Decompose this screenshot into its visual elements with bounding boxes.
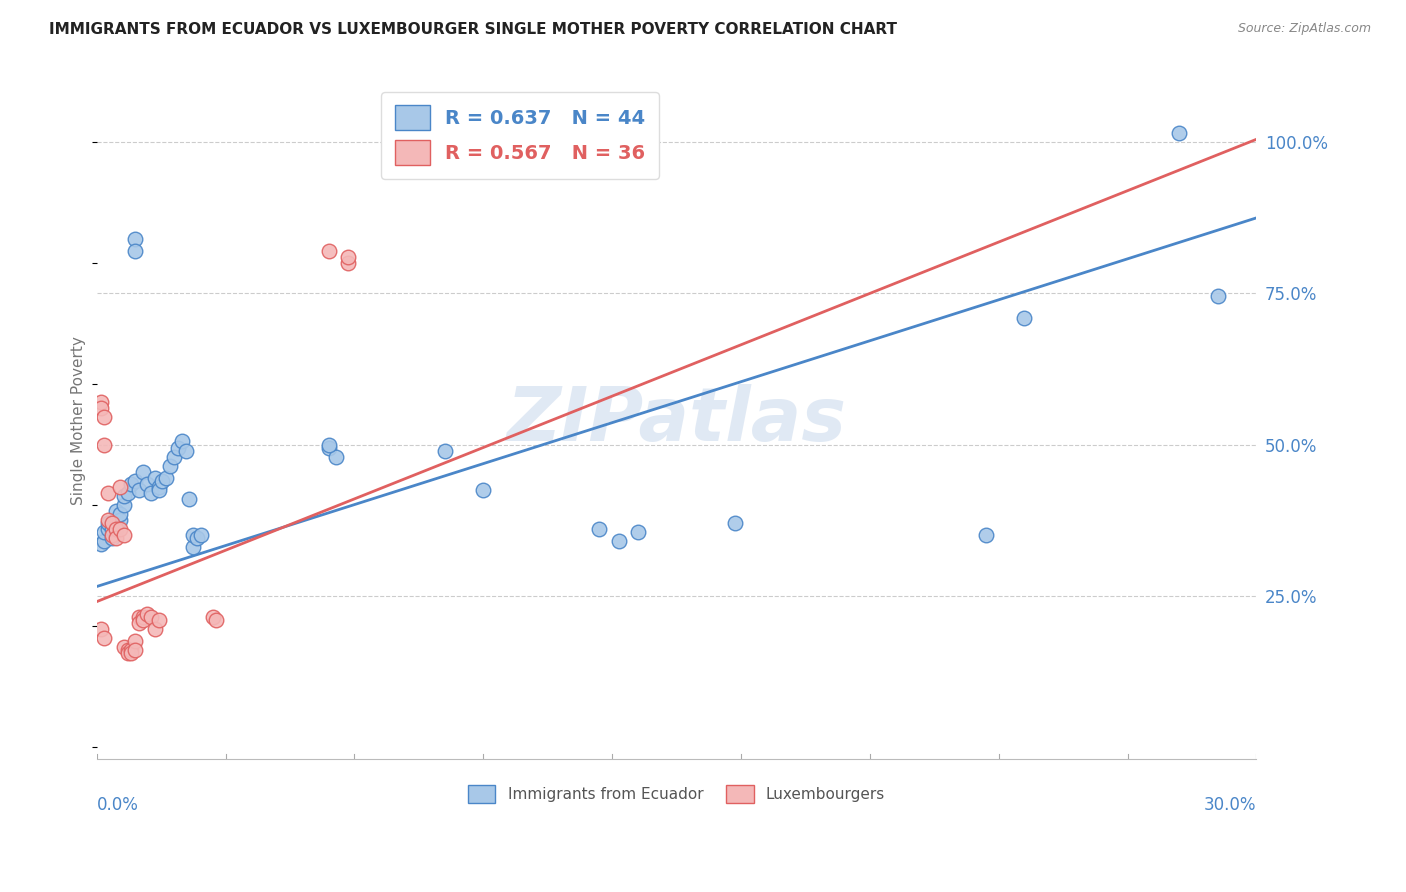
Point [120,476,142,491]
Point [974,528,997,542]
Point [148,613,170,627]
Text: ZIPatlas: ZIPatlas [506,384,846,457]
Point [179,491,201,506]
Point [190,528,212,542]
Point [318,437,340,451]
Point [89,401,111,416]
Point [318,441,340,455]
Point [124,634,146,648]
Point [143,622,166,636]
Point [163,450,186,464]
Point [1014,310,1036,325]
Point [155,471,177,485]
Point [181,528,204,542]
Point [108,507,131,521]
Point [174,443,197,458]
Point [112,640,135,654]
Point [186,531,208,545]
Point [124,643,146,657]
Point [117,646,139,660]
Text: IMMIGRANTS FROM ECUADOR VS LUXEMBOURGER SINGLE MOTHER POVERTY CORRELATION CHART: IMMIGRANTS FROM ECUADOR VS LUXEMBOURGER … [49,22,897,37]
Point [101,528,124,542]
Text: 0.0%: 0.0% [97,796,139,814]
Point [148,483,170,497]
Point [1206,289,1229,303]
Point [117,643,139,657]
Point [112,498,135,512]
Point [510,123,533,137]
Point [93,534,115,549]
Point [433,443,456,458]
Point [104,531,127,545]
Point [1168,126,1191,140]
Point [89,622,111,636]
Point [150,474,173,488]
Point [93,437,115,451]
Point [472,483,495,497]
Point [159,458,181,473]
Point [104,513,127,527]
Point [588,522,610,536]
Point [128,615,150,630]
Point [181,541,204,555]
Point [101,531,124,545]
Point [97,486,120,500]
Point [124,244,146,259]
Point [104,504,127,518]
Point [723,516,745,530]
Point [336,250,359,264]
Text: 30.0%: 30.0% [1204,796,1257,814]
Point [132,613,155,627]
Point [205,613,228,627]
Point [124,474,146,488]
Point [627,525,650,540]
Point [132,465,155,479]
Point [117,486,139,500]
Point [336,256,359,270]
Point [101,522,124,536]
Point [112,528,135,542]
Point [148,480,170,494]
Point [166,441,188,455]
Point [325,450,347,464]
Point [89,395,111,409]
Point [132,609,155,624]
Point [139,486,162,500]
Point [120,646,142,660]
Point [120,643,142,657]
Point [93,631,115,645]
Point [101,516,124,530]
Point [139,609,162,624]
Point [112,489,135,503]
Point [108,522,131,536]
Y-axis label: Single Mother Poverty: Single Mother Poverty [72,336,86,505]
Point [201,609,224,624]
Point [97,522,120,536]
Point [97,513,120,527]
Point [108,480,131,494]
Point [124,232,146,246]
Point [135,476,157,491]
Point [89,537,111,551]
Point [93,525,115,540]
Text: Source: ZipAtlas.com: Source: ZipAtlas.com [1237,22,1371,36]
Point [143,471,166,485]
Point [318,244,340,259]
Point [607,534,630,549]
Point [104,522,127,536]
Point [108,513,131,527]
Point [93,410,115,425]
Point [97,516,120,530]
Point [128,483,150,497]
Legend: Immigrants from Ecuador, Luxembourgers: Immigrants from Ecuador, Luxembourgers [461,779,891,809]
Point [128,609,150,624]
Point [135,607,157,621]
Point [170,434,193,449]
